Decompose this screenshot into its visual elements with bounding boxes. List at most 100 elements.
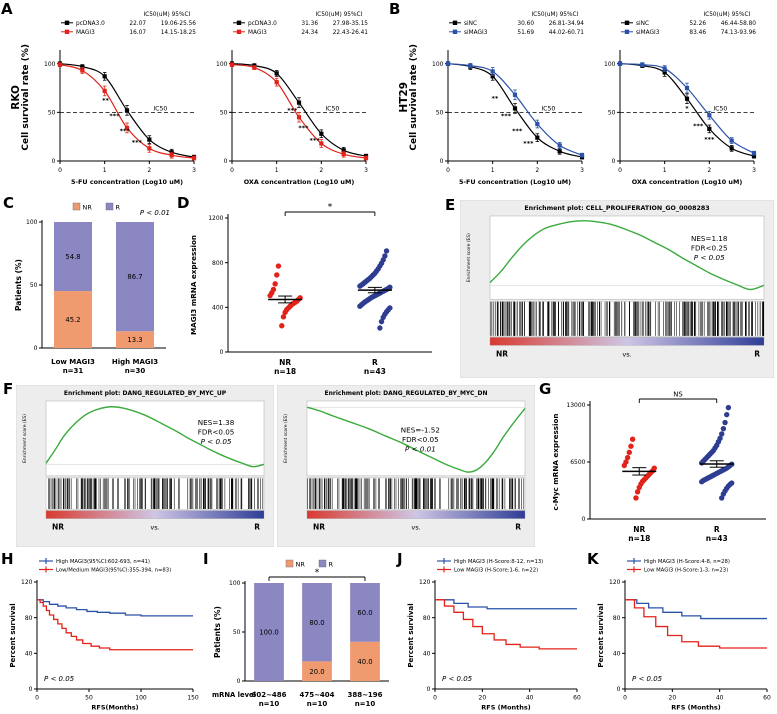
svg-text:IC50(uM) 95%CI: IC50(uM) 95%CI [703,12,750,18]
svg-text:NES=-1.52: NES=-1.52 [401,425,440,434]
chart-F-gsea-myc-up: Enrichment plot: DANG_REGULATED_BY_MYC_U… [16,385,274,547]
svg-text:P < 0.05: P < 0.05 [44,675,75,683]
svg-text:High MAGI3 (H-Score:4-8, n=28): High MAGI3 (H-Score:4-8, n=28) [644,559,730,565]
svg-text:45.2: 45.2 [65,316,80,324]
svg-text:R: R [116,204,121,212]
svg-text:0: 0 [58,167,62,174]
svg-text:***: *** [109,112,120,120]
svg-text:Percent survival: Percent survival [407,603,415,667]
svg-text:OXA concentration (Log10 uM): OXA concentration (Log10 uM) [631,178,742,186]
svg-text:NR: NR [313,523,325,532]
svg-text:Enrichment plot: CELL_PROLIFER: Enrichment plot: CELL_PROLIFERATION_GO_0… [524,205,709,212]
svg-text:**: ** [102,97,109,105]
svg-text:n=43: n=43 [364,367,386,376]
svg-text:602~486: 602~486 [251,691,286,699]
panel-E: E Enrichment plot: CELL_PROLIFERATION_GO… [444,196,777,380]
svg-text:n=43: n=43 [706,534,728,543]
svg-text:40: 40 [613,651,621,658]
svg-text:MAGI3: MAGI3 [248,30,267,36]
svg-text:1: 1 [490,167,494,174]
svg-text:14.15-18.25: 14.15-18.25 [160,30,196,36]
svg-text:50: 50 [47,110,55,117]
svg-text:3: 3 [192,167,196,174]
svg-text:IC50: IC50 [713,105,727,112]
svg-text:siMAGI3: siMAGI3 [636,30,660,36]
svg-text:***: *** [500,112,511,120]
svg-text:40: 40 [423,651,431,658]
svg-text:Enrichment score (ES): Enrichment score (ES) [466,233,472,282]
panel-K-letter: K [587,550,599,568]
svg-text:***: *** [287,106,298,114]
panel-B-yaxis-label: Cell survival rate (%) [408,43,419,151]
svg-text:400: 400 [212,305,224,312]
svg-text:100: 100 [44,61,56,68]
svg-text:Low MAGI3 (H-Score:1-6, n=22): Low MAGI3 (H-Score:1-6, n=22) [454,568,538,574]
svg-text:100: 100 [135,695,147,702]
chart-F-gsea-myc-dn: Enrichment plot: DANG_REGULATED_BY_MYC_D… [277,385,535,547]
svg-text:1200: 1200 [208,215,223,222]
svg-text:40: 40 [526,695,534,702]
svg-text:Low/Medium MAGI3(95%CI:355-394: Low/Medium MAGI3(95%CI:355-394, n=83) [56,568,171,574]
svg-text:IC50(uM) 95%CI: IC50(uM) 95%CI [315,12,362,18]
svg-text:P < 0.05: P < 0.05 [442,675,473,683]
svg-text:Enrichment score (ES): Enrichment score (ES) [22,414,28,463]
svg-text:0: 0 [51,158,55,165]
svg-text:Percent survival: Percent survival [9,603,17,667]
svg-text:80: 80 [25,615,33,622]
svg-text:***: *** [704,136,715,144]
svg-text:20.0: 20.0 [309,668,324,676]
svg-text:Percent survival: Percent survival [597,603,605,667]
svg-text:vs.: vs. [622,350,631,358]
panel-I-letter: I [203,550,209,568]
svg-text:2: 2 [707,167,711,174]
svg-text:R: R [372,358,378,367]
svg-text:Low MAGI3 (H-Score:1-3, n=23): Low MAGI3 (H-Score:1-3, n=23) [644,568,728,574]
svg-text:5-FU concentration (Log10 uM): 5-FU concentration (Log10 uM) [70,178,182,186]
svg-text:NR: NR [83,204,93,212]
svg-text:0: 0 [611,158,615,165]
panel-A-letter: A [1,0,13,18]
svg-text:2: 2 [319,167,323,174]
svg-text:0: 0 [439,158,443,165]
svg-text:NS: NS [673,391,682,399]
svg-text:80: 80 [423,615,431,622]
svg-text:13000: 13000 [566,402,585,409]
svg-text:n=18: n=18 [274,367,296,376]
svg-text:0: 0 [237,678,241,685]
svg-text:pcDNA3.0: pcDNA3.0 [76,21,105,27]
svg-text:n=10: n=10 [307,700,328,708]
svg-text:FDR<0.05: FDR<0.05 [402,435,439,444]
svg-text:20: 20 [479,695,487,702]
chart-A-5FU-dose-response: 0 50 100 0 1 2 3 5-FU concentration (Log10 uM) I… [44,12,196,186]
svg-text:n=31: n=31 [63,367,84,375]
panel-H-letter: H [1,550,14,568]
svg-text:40: 40 [25,651,33,658]
svg-text:2: 2 [147,167,151,174]
svg-text:40: 40 [716,695,724,702]
panel-G-letter: G [539,380,552,398]
svg-text:High MAGI3(95%CI:602-693, n=41: High MAGI3(95%CI:602-693, n=41) [56,559,150,565]
svg-text:***: *** [512,127,523,135]
svg-text:IC50: IC50 [153,105,167,112]
chart-A-OXA-dose-response: 0 50 100 0 1 2 3 OXA concentration (Log10 uM) IC… [216,12,368,186]
svg-text:20: 20 [669,695,677,702]
panel-B-cell-line-label: HT29 [398,81,410,113]
svg-text:Enrichment score (ES): Enrichment score (ES) [283,414,289,463]
svg-text:26.81-34.94: 26.81-34.94 [548,21,584,27]
svg-text:100: 100 [229,580,241,587]
svg-text:3: 3 [752,167,756,174]
svg-text:1: 1 [274,167,278,174]
svg-text:*: * [328,203,333,213]
svg-text:40.0: 40.0 [357,658,372,666]
panel-J: J 0 40 80 120 0 20 40 60 RFS (Months) Percent sur… [396,550,586,714]
svg-text:0: 0 [34,345,38,352]
svg-text:44.02-60.71: 44.02-60.71 [548,30,584,36]
svg-text:19.06-25.56: 19.06-25.56 [160,21,196,27]
svg-text:51.69: 51.69 [517,30,534,36]
chart-D-magi3-expression-dot-plot: 0 400 800 1200 MAGI3 mRNA expression NRn=18 Rn… [189,203,432,376]
svg-text:OXA concentration (Log10 uM): OXA concentration (Log10 uM) [243,178,354,186]
svg-text:60: 60 [763,695,771,702]
svg-text:n=10: n=10 [259,700,280,708]
